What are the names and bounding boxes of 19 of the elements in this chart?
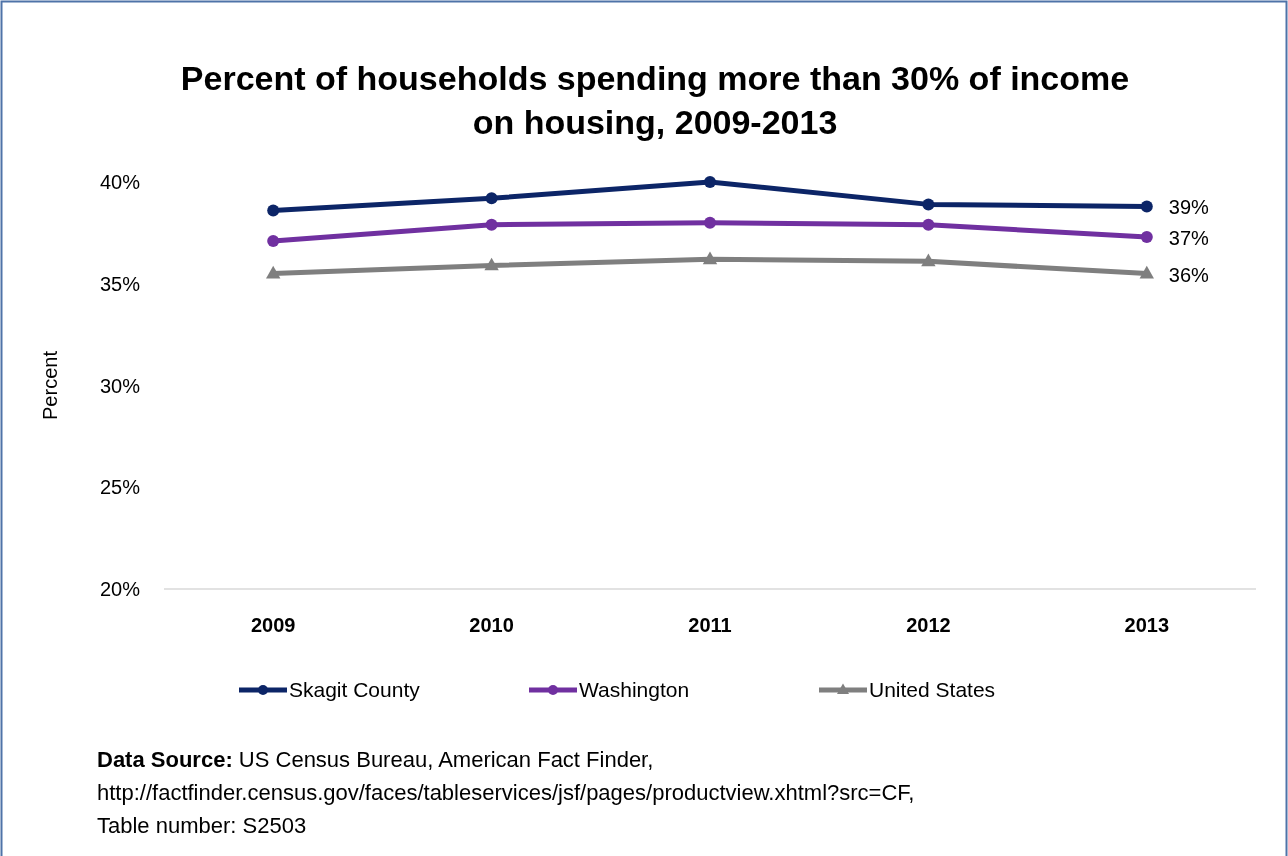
y-axis-title: Percent xyxy=(39,350,61,420)
y-tick-label: 35% xyxy=(99,272,141,295)
legend-label: United States xyxy=(869,678,996,701)
chart-title: Percent of households spending more than 30% of income on housing, 2009-2013 xyxy=(180,59,1130,141)
y-tick-label: 25% xyxy=(99,476,141,499)
y-tick-label: 20% xyxy=(99,578,141,600)
x-tick-label: 2011 xyxy=(688,614,732,636)
data-label: 39% xyxy=(1168,196,1210,219)
source-note: Data Source: US Census Bureau, American Fact Finder, http://factfinder.census.gov/faces/tableservices/jsf/pages/productview.xhtml?src=CF, Table number: S2503 xyxy=(97,747,915,838)
y-tick-label: 30% xyxy=(99,374,141,397)
x-tick-label: 2013 xyxy=(1124,614,1170,636)
data-label: 36% xyxy=(1168,263,1210,286)
x-tick-label: 2009 xyxy=(250,614,296,636)
legend-label: Skagit County xyxy=(289,678,421,701)
legend-label: Washington xyxy=(579,678,690,701)
y-tick-label: 40% xyxy=(99,171,141,193)
data-label: 37% xyxy=(1168,226,1210,249)
x-tick-label: 2010 xyxy=(469,614,514,636)
x-tick-label: 2012 xyxy=(906,614,951,636)
